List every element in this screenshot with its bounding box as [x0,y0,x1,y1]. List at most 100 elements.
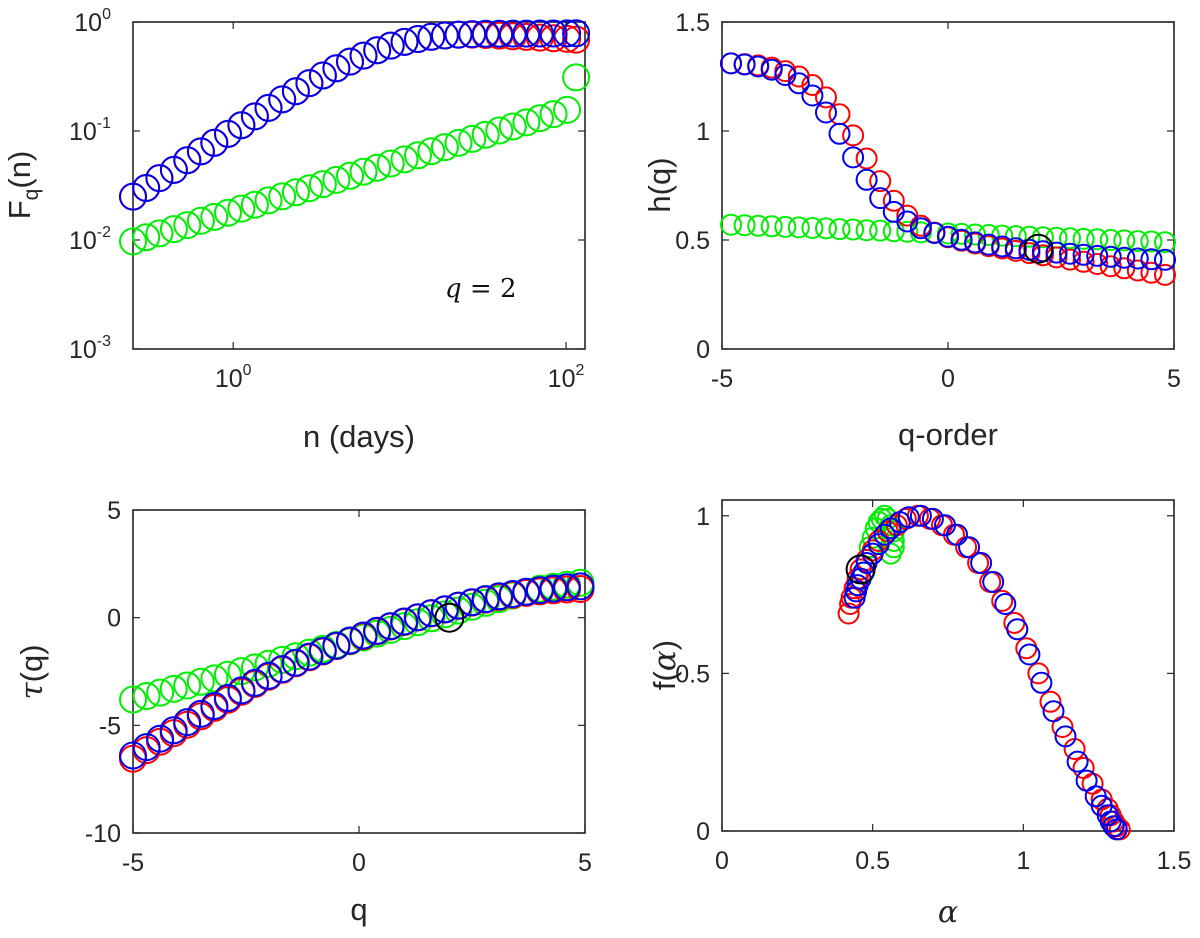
point-blue [801,84,824,107]
point-red [1126,259,1149,282]
point-blue [787,72,810,95]
chart-falpha: 0 0.5 1 1.5 0 0.5 1 α f(α) [647,499,1192,930]
point-green [855,219,878,242]
point-blue [733,53,756,76]
x-tick-label: -5 [711,365,733,393]
point-blue [444,20,473,49]
point-blue [200,692,229,720]
x-tick-label: 5 [1167,365,1181,393]
point-blue [1059,242,1081,265]
y-tick-label: 10-1 [69,115,111,146]
point-green [1018,225,1041,248]
point-blue [132,733,161,762]
point-green [254,186,283,215]
point-blue [363,36,392,65]
point-red [801,74,824,96]
point-marker [1023,233,1054,264]
point-green [322,165,351,194]
x-tick-label: 0 [715,847,729,875]
point-blue [1072,243,1095,266]
point-blue [1054,725,1077,748]
y-tick-label: -5 [99,712,121,740]
point-blue [349,41,378,70]
point-blue [241,668,269,697]
point-red [1045,246,1068,269]
series-layer [119,568,595,773]
point-green [1154,231,1176,254]
point-blue [295,69,324,98]
point-blue [869,187,892,210]
point-blue [552,573,581,602]
point-blue [213,684,242,712]
point-green [485,116,514,145]
point-red [562,25,591,54]
point-blue [1006,618,1029,641]
point-blue [828,122,851,145]
point-blue [200,128,229,157]
point-green [159,215,188,244]
point-blue [390,607,419,636]
point-green [119,227,147,256]
series-layer [720,52,1176,286]
point-green [828,218,851,241]
point-blue [227,111,256,140]
point-blue [964,231,987,254]
y-axis-label: h(q) [642,157,677,212]
y-tick-label: 0.5 [675,660,710,688]
point-blue [281,77,310,106]
point-green [1126,230,1149,253]
point-blue [774,64,797,86]
point-green [336,161,364,190]
y-tick-label: 5 [107,497,121,525]
point-green [1140,230,1163,253]
point-green [173,671,202,700]
point-blue [363,616,392,645]
point-green [376,149,405,178]
x-tick-label: 5 [578,849,592,877]
point-green [308,170,337,199]
x-tick-label: 1.5 [1157,847,1192,875]
point-blue [1045,241,1068,264]
point-blue [1030,671,1053,694]
point-green [200,664,229,693]
point-blue [815,101,837,124]
point-blue [1140,248,1163,271]
point-blue [336,626,364,655]
y-tick-label: 0 [107,605,121,633]
point-red [1039,690,1062,713]
point-green [1072,227,1095,250]
point-green [1099,229,1122,251]
point-red [869,170,892,193]
series-layer [119,19,591,256]
point-blue [295,642,324,671]
point-blue [562,19,591,48]
point-blue [896,210,919,233]
point-blue [186,137,215,166]
point-blue [512,577,541,606]
point-red [855,147,878,170]
point-green [132,223,161,252]
point-green [801,217,824,239]
point-red [1027,662,1050,685]
point-blue [970,552,993,574]
x-tick-label: 0.5 [855,847,890,875]
point-blue [458,588,486,617]
y-tick-label: 10-3 [69,333,111,364]
point-green [173,211,202,240]
point-blue [159,716,188,745]
point-blue [240,102,269,131]
point-blue [444,591,473,620]
point-blue [268,85,297,114]
point-green [760,215,783,238]
point-blue [322,54,351,83]
point-blue [842,146,865,169]
point-blue [950,228,973,251]
point-green [842,218,865,241]
point-blue [1113,246,1136,269]
point-green [159,674,188,703]
point-marker [434,602,465,633]
x-tick-label: 0 [352,849,366,877]
point-blue [227,676,256,705]
y-axis-label: f(α) [647,640,683,690]
